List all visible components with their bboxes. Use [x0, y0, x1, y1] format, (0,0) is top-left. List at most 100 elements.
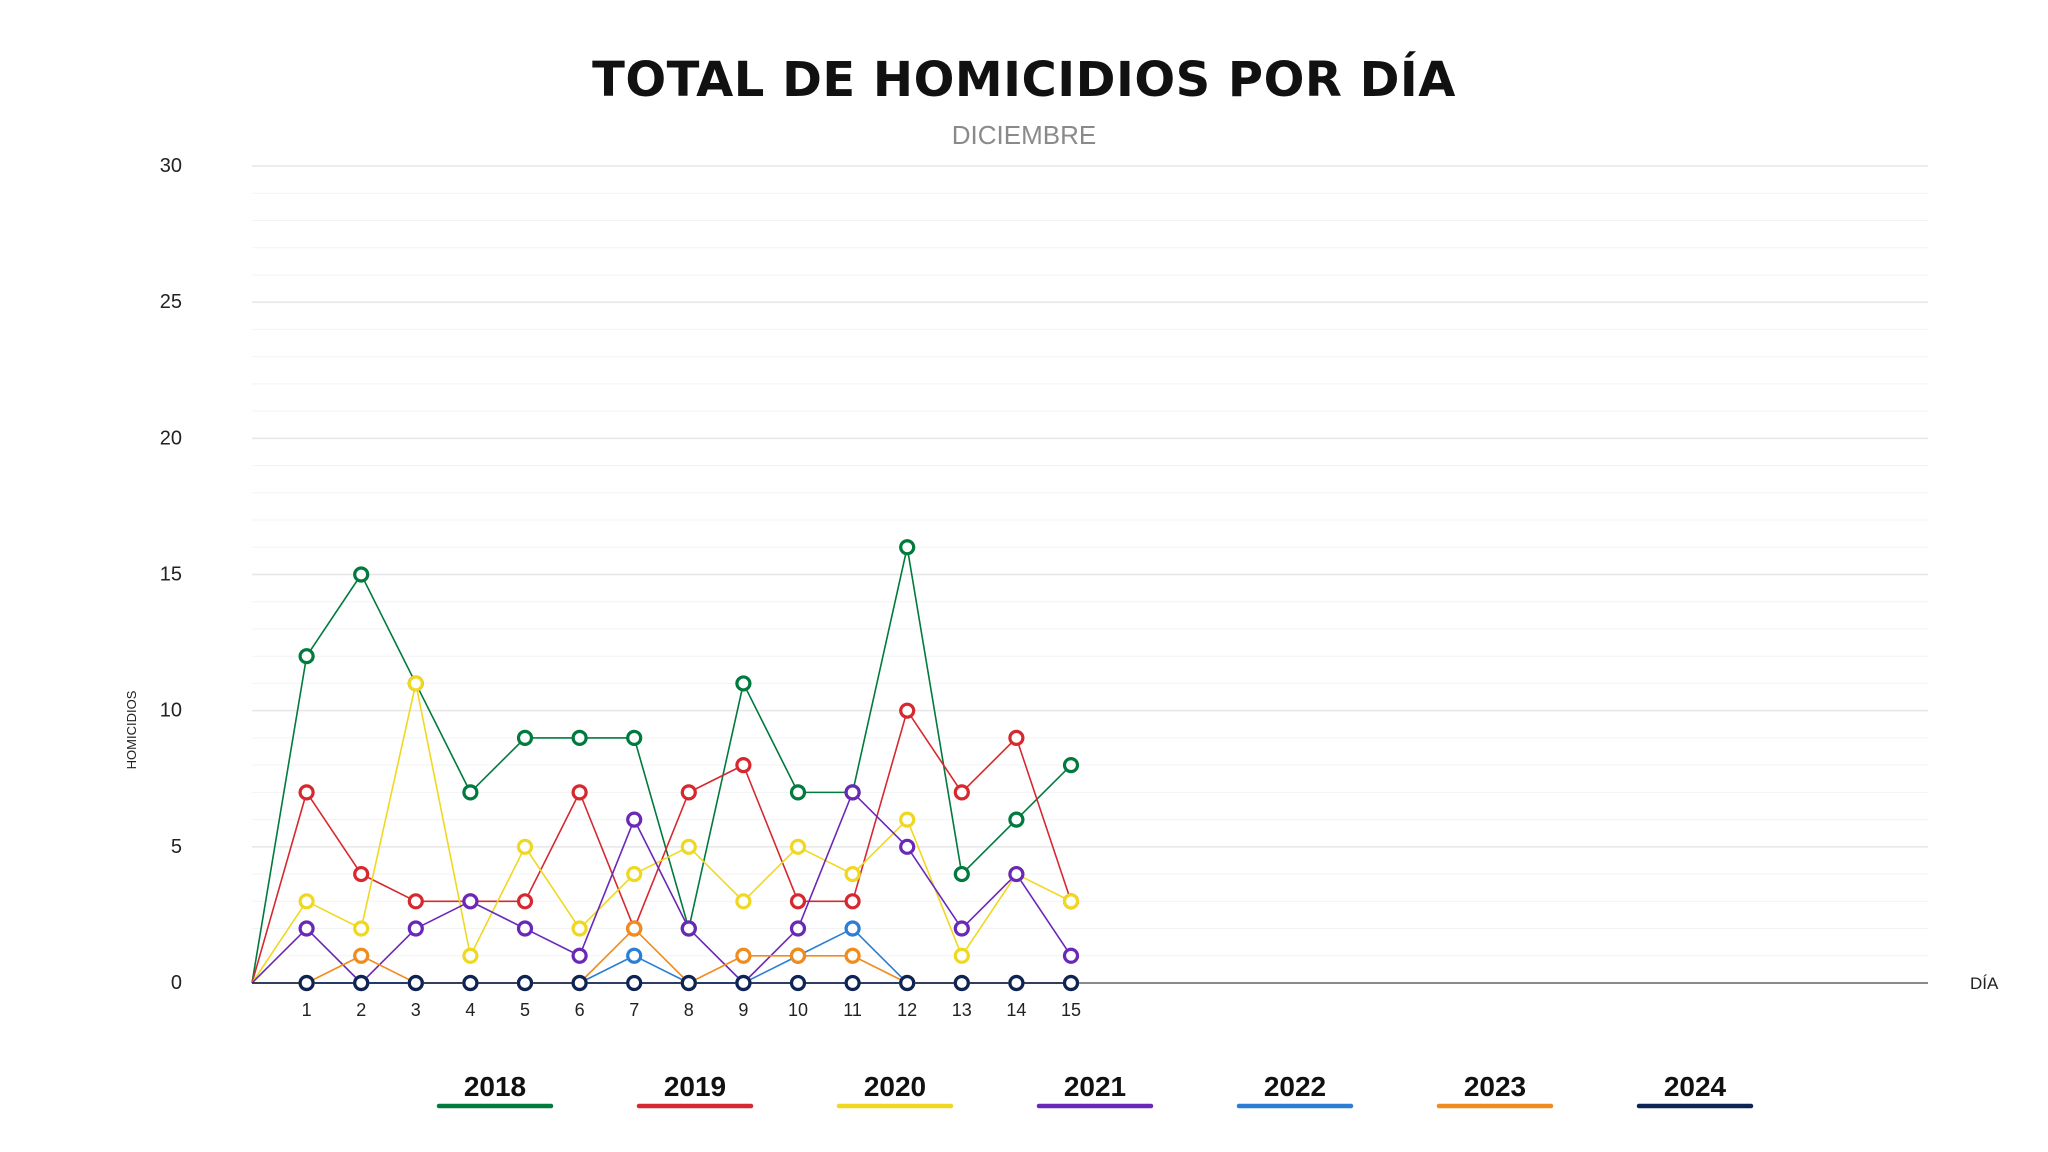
- data-point-2018: [516, 729, 534, 747]
- x-tick-label: 1: [302, 1000, 312, 1020]
- data-point-2024: [462, 974, 479, 992]
- data-point-2019: [789, 893, 807, 910]
- data-point-2020: [298, 893, 315, 910]
- data-point-2021: [298, 920, 315, 937]
- data-point-2023: [626, 920, 643, 937]
- data-point-2020: [626, 865, 643, 883]
- data-point-2022: [626, 947, 643, 964]
- legend-label-2022: 2022: [1264, 1071, 1326, 1102]
- data-point-2019: [735, 757, 752, 774]
- data-point-2024: [899, 974, 916, 992]
- data-point-2021: [626, 811, 643, 828]
- data-point-2021: [844, 784, 861, 801]
- data-point-2022: [844, 920, 861, 937]
- x-tick-label: 10: [788, 1000, 808, 1020]
- data-point-2020: [953, 947, 970, 964]
- data-point-2019: [407, 893, 424, 910]
- y-tick-label: 0: [171, 972, 182, 994]
- data-point-2024: [516, 974, 534, 992]
- data-point-2024: [353, 974, 370, 992]
- x-tick-label: 3: [411, 1000, 421, 1020]
- data-point-2021: [516, 920, 534, 937]
- data-point-2020: [789, 838, 807, 855]
- chart-title: TOTAL DE HOMICIDIOS POR DÍA: [592, 52, 1456, 108]
- data-point-2019: [298, 784, 315, 801]
- data-point-2024: [626, 974, 643, 992]
- x-tick-label: 15: [1061, 1000, 1081, 1020]
- data-point-2020: [407, 675, 424, 692]
- data-point-2021: [1062, 947, 1080, 964]
- data-point-2024: [953, 974, 970, 992]
- x-axis-label: DÍA: [1970, 974, 1999, 993]
- data-point-2023: [353, 947, 370, 964]
- data-point-2019: [1008, 729, 1025, 747]
- x-tick-label: 5: [520, 1000, 530, 1020]
- data-point-2020: [462, 947, 479, 964]
- series-line-2018: [251, 546, 1072, 984]
- x-tick-label: 13: [952, 1000, 972, 1020]
- legend-label-2019: 2019: [664, 1071, 726, 1102]
- data-point-2020: [516, 838, 534, 855]
- x-tick-label: 2: [356, 1000, 366, 1020]
- y-tick-label: 30: [160, 155, 182, 177]
- data-point-2021: [789, 920, 807, 937]
- data-point-2018: [462, 784, 479, 801]
- data-point-2019: [571, 784, 588, 801]
- data-point-2020: [680, 838, 697, 855]
- legend-label-2024: 2024: [1664, 1071, 1727, 1102]
- y-tick-label: 15: [160, 564, 182, 586]
- data-point-2024: [680, 974, 697, 992]
- data-point-2019: [953, 784, 970, 801]
- data-point-2020: [353, 920, 370, 937]
- y-tick-label: 20: [160, 427, 182, 449]
- legend-label-2023: 2023: [1464, 1071, 1526, 1102]
- legend-label-2020: 2020: [864, 1071, 926, 1102]
- x-tick-label: 9: [738, 1000, 748, 1020]
- data-point-2021: [571, 947, 588, 964]
- x-tick-label: 7: [629, 1000, 639, 1020]
- y-tick-label: 25: [160, 291, 182, 313]
- data-point-2024: [789, 974, 807, 992]
- data-point-2018: [571, 729, 588, 747]
- data-point-2019: [353, 865, 370, 883]
- data-point-2018: [789, 784, 807, 801]
- data-point-2023: [735, 947, 752, 964]
- x-tick-label: 11: [843, 1000, 862, 1020]
- data-point-2021: [680, 920, 697, 937]
- data-point-2020: [735, 893, 752, 910]
- data-point-2018: [353, 566, 370, 583]
- x-tick-label: 6: [575, 1000, 585, 1020]
- legend-label-2018: 2018: [464, 1071, 526, 1102]
- data-point-2018: [735, 675, 752, 692]
- data-point-2018: [1062, 757, 1080, 774]
- data-point-2024: [1008, 974, 1025, 992]
- series-line-2021: [251, 791, 1072, 984]
- data-point-2018: [953, 865, 970, 883]
- y-axis-label: HOMICIDIOS: [124, 690, 139, 769]
- data-point-2019: [844, 893, 861, 910]
- data-point-2019: [680, 784, 697, 801]
- data-point-2024: [407, 974, 424, 992]
- data-point-2020: [1062, 893, 1080, 910]
- data-point-2018: [626, 729, 643, 747]
- x-tick-label: 8: [684, 1000, 694, 1020]
- data-point-2019: [516, 893, 534, 910]
- data-point-2021: [462, 893, 479, 910]
- data-point-2021: [899, 838, 916, 855]
- data-point-2018: [899, 539, 916, 556]
- y-tick-label: 5: [171, 836, 182, 858]
- data-point-2023: [844, 947, 861, 964]
- x-tick-label: 14: [1006, 1000, 1026, 1020]
- y-tick-label: 10: [160, 700, 182, 722]
- data-point-2021: [953, 920, 970, 937]
- data-point-2021: [1008, 865, 1025, 883]
- legend-label-2021: 2021: [1064, 1071, 1126, 1102]
- data-point-2019: [899, 702, 916, 719]
- data-point-2020: [844, 865, 861, 883]
- data-point-2018: [1008, 811, 1025, 828]
- data-point-2024: [844, 974, 861, 992]
- x-tick-label: 4: [465, 1000, 475, 1020]
- data-point-2020: [899, 811, 916, 828]
